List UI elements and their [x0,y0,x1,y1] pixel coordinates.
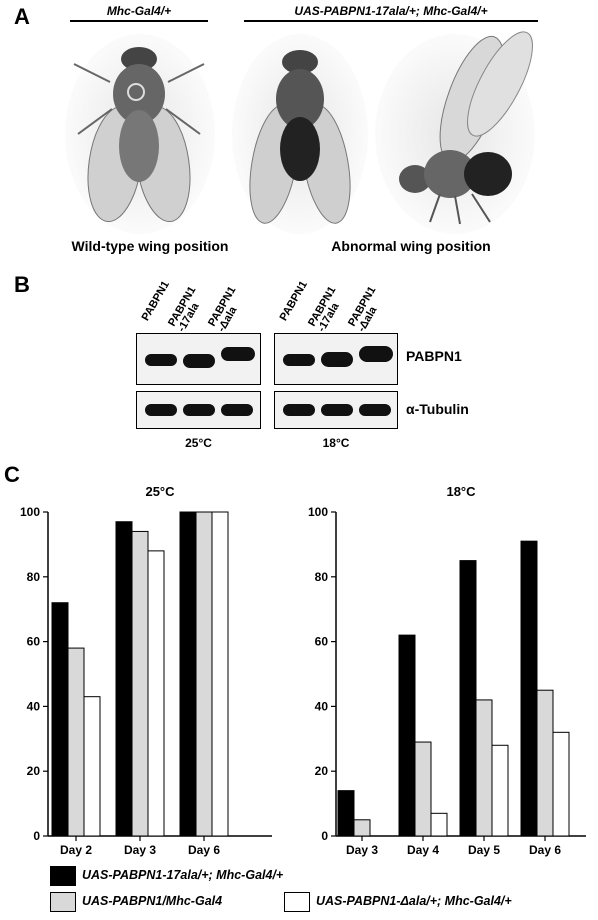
legend-label-dala: UAS-PABPN1-Δala/+; Mhc-Gal4/+ [316,894,512,908]
caption-abnormal: Abnormal wing position [331,238,491,254]
lane-label-2: PABPN1 -17ala [166,284,202,334]
chart-18c-bar [536,689,554,837]
chart-25c-bar [115,521,133,837]
blot-temp-25c: 25°C [185,436,212,450]
chart-25c-bar [83,696,101,837]
legend-label-17ala: UAS-PABPN1-17ala/+; Mhc-Gal4/+ [82,868,284,882]
chart-18c-bar [414,741,432,837]
chart-18c-x-tick-label: Day 4 [407,843,439,857]
chart-18c-bar [520,540,538,837]
chart-25c-title: 25°C [145,484,175,499]
chart-18c-bar [459,560,477,837]
chart-18c-bar [353,819,371,837]
legend-swatch-17ala [50,866,76,886]
chart-18c-y-tick-label: 40 [315,699,329,713]
tubulin-row-label: α-Tubulin [406,401,469,417]
pabpn1-row-label: PABPN1 [406,348,462,364]
chart-25c: 25°C 0 20 40 60 80 100 Day 2 Day 3 Day 6 [20,484,272,857]
legend-swatch-wt-pabpn1 [50,892,76,912]
chart-18c-x-tick-label: Day 6 [529,843,561,857]
chart-25c-bar [211,511,229,837]
legend-swatch-dala [284,892,310,912]
tubulin-blot-25c [136,391,261,429]
lane-label-3: PABPN1 -Δala [206,284,240,334]
chart-18c-y-tick-label: 100 [308,505,328,519]
chart-18c-bar [475,699,493,837]
chart-25c-bar [147,550,165,837]
chart-25c-bar [195,511,213,837]
chart-18c-y-tick-label: 60 [315,635,329,649]
chart-25c-bar [51,602,69,837]
pabpn1-blot-25c [136,333,261,385]
abnormal-fly-top-view-image [232,34,368,234]
genotype-right-underline [244,20,538,22]
chart-18c-y-tick-label: 0 [321,829,328,843]
chart-18c-y-tick-label: 80 [315,570,329,584]
chart-25c-bar [67,647,85,837]
pabpn1-blot-18c [274,333,398,385]
chart-18c: 18°C 0 20 40 60 80 100 Day 3 Day 4 Day 5 Day 6 [308,484,586,857]
panel-a-letter: A [14,4,30,29]
chart-25c-x-tick-label: Day 6 [188,843,220,857]
chart-18c-bar [337,790,355,837]
panel-c-letter: C [4,462,20,487]
genotype-left-label: Mhc-Gal4/+ [106,4,172,18]
chart-18c-title: 18°C [446,484,476,499]
blot-temp-18c: 18°C [322,436,350,450]
chart-25c-x-tick-label: Day 2 [60,843,92,857]
chart-25c-y-tick-label: 80 [27,570,41,584]
legend-label-wt-pabpn1: UAS-PABPN1/Mhc-Gal4 [82,894,223,908]
wild-type-fly-image [65,34,215,234]
abnormal-fly-side-view-image [375,31,535,234]
genotype-left-underline [70,20,208,22]
chart-18c-x-tick-label: Day 3 [346,843,378,857]
chart-18c-bar [491,744,509,837]
genotype-right-label: UAS-PABPN1-17ala/+; Mhc-Gal4/+ [294,4,488,18]
chart-25c-y-tick-label: 40 [27,699,41,713]
chart-25c-bar [179,511,197,837]
chart-25c-y-tick-label: 0 [33,829,40,843]
lane-label-5: PABPN1 -17ala [306,284,342,334]
lane-label-4: PABPN1 [277,279,310,323]
chart-25c-y-tick-label: 60 [27,635,41,649]
chart-18c-bar [398,634,416,837]
chart-25c-bar [131,530,149,837]
chart-25c-x-tick-label: Day 3 [124,843,156,857]
chart-18c-y-tick-label: 20 [315,764,329,778]
chart-25c-y-tick-label: 100 [20,505,40,519]
chart-18c-bar [430,812,448,837]
tubulin-blot-18c [274,391,398,429]
panel-b-letter: B [14,272,30,297]
chart-18c-x-tick-label: Day 5 [468,843,500,857]
lane-label-1: PABPN1 [139,279,172,323]
caption-wild-type: Wild-type wing position [71,238,229,254]
chart-18c-bar [552,731,570,837]
chart-25c-y-tick-label: 20 [27,764,41,778]
lane-label-6: PABPN1 -Δala [346,284,380,334]
fly-photographs [65,31,535,234]
